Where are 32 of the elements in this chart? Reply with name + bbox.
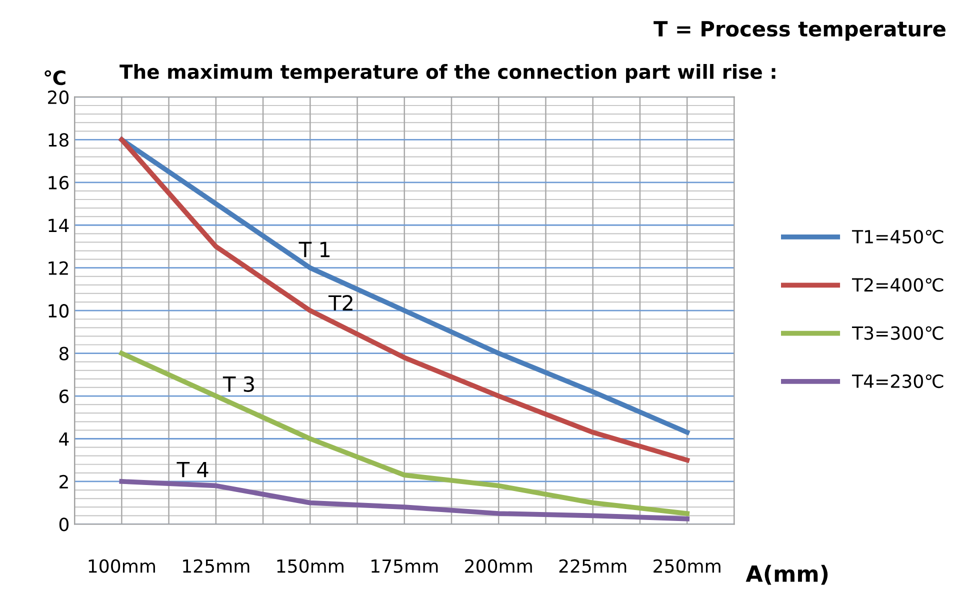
chart-subtitle: The maximum temperature of the connection part will rise : bbox=[120, 64, 776, 83]
annotation: T 1 bbox=[298, 242, 330, 258]
x-tick-label: 125mm bbox=[183, 559, 250, 573]
x-tick-label: 100mm bbox=[88, 559, 155, 573]
x-tick-label: 150mm bbox=[277, 559, 344, 573]
x-tick-label: 175mm bbox=[372, 559, 438, 573]
y-tick-label: 14 bbox=[48, 218, 69, 232]
legend-label: T1=450℃ bbox=[852, 230, 944, 244]
y-tick-label: 4 bbox=[59, 432, 69, 446]
y-tick-label: 10 bbox=[48, 304, 69, 318]
y-tick-label: 16 bbox=[48, 176, 69, 190]
annotation: T 4 bbox=[176, 462, 208, 478]
annotation: T2 bbox=[328, 295, 352, 311]
legend-label: T2=400℃ bbox=[852, 278, 944, 292]
y-tick-label: 0 bbox=[59, 518, 69, 532]
x-tick-label: 225mm bbox=[559, 559, 626, 573]
x-tick-label: 250mm bbox=[654, 559, 720, 573]
y-tick-label: 18 bbox=[48, 133, 68, 147]
y-tick-label: 8 bbox=[59, 346, 68, 360]
y-tick-label: 20 bbox=[48, 90, 69, 104]
line-series bbox=[119, 479, 690, 522]
y-tick-label: 12 bbox=[48, 261, 68, 275]
y-tick-label: 2 bbox=[60, 474, 68, 488]
y-tick-label: 6 bbox=[59, 389, 69, 404]
x-tick-label: 200mm bbox=[465, 559, 532, 573]
legend-label: T3=300℃ bbox=[852, 326, 944, 340]
x-axis-title: A(mm) bbox=[746, 564, 828, 585]
annotation: T 3 bbox=[222, 376, 254, 392]
text: T = Process temperature bbox=[654, 21, 946, 41]
line-series bbox=[119, 350, 690, 516]
legend-label: T4=230℃ bbox=[852, 374, 944, 388]
y-axis-title: ℃ bbox=[44, 70, 66, 86]
